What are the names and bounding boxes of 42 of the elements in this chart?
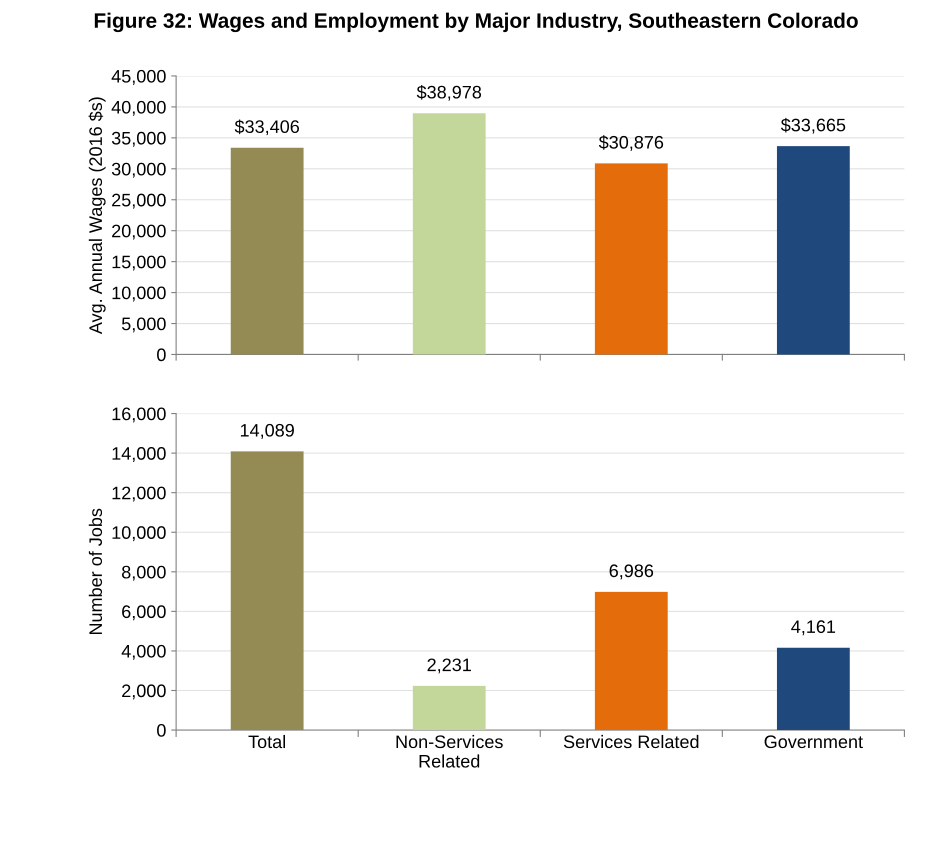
- y-axis-title: Avg. Annual Wages (2016 $s): [88, 97, 106, 334]
- bar: [412, 686, 486, 730]
- y-tick-label: 5,000: [122, 317, 166, 332]
- y-tick-label: 4,000: [122, 644, 166, 660]
- y-tick-label: 16,000: [112, 407, 166, 422]
- bar: [594, 592, 668, 730]
- bar: [230, 451, 304, 730]
- y-tick-label: 10,000: [112, 526, 166, 542]
- bar: [776, 146, 850, 354]
- data-label: 4,161: [791, 620, 836, 636]
- y-tick-label: 12,000: [112, 486, 166, 502]
- y-tick-label: 8,000: [122, 566, 166, 581]
- y-tick-label: 10,000: [112, 286, 166, 302]
- data-label: 2,231: [428, 658, 471, 674]
- data-label: $38,978: [416, 85, 482, 101]
- y-tick-label: 20,000: [112, 224, 166, 240]
- data-label: $33,665: [780, 118, 846, 134]
- y-tick-label: 15,000: [112, 256, 166, 270]
- y-tick-label: 25,000: [112, 194, 166, 209]
- y-tick-label: 0: [157, 348, 166, 362]
- chart-title: Figure 32: Wages and Employment by Major Industry, Southeastern Colorado: [94, 12, 858, 32]
- y-tick-label: 6,000: [122, 605, 166, 620]
- y-tick-label: 45,000: [112, 70, 166, 85]
- y-tick-label: 14,000: [112, 447, 166, 462]
- data-label: 6,986: [610, 564, 654, 580]
- y-tick-label: 35,000: [112, 132, 166, 147]
- y-tick-label: 0: [157, 724, 166, 737]
- y-tick-label: 2,000: [122, 684, 166, 700]
- x-tick-label: Services Related: [564, 734, 698, 748]
- data-label: $30,876: [598, 135, 664, 151]
- bar: [776, 648, 850, 730]
- bar: [594, 163, 668, 354]
- x-tick-label: Government: [764, 735, 863, 748]
- y-axis-title: Number of Jobs: [88, 508, 102, 634]
- y-tick-label: 30,000: [112, 162, 166, 178]
- y-tick-label: 40,000: [112, 100, 166, 116]
- x-tick-label: Non-Services Related: [396, 734, 503, 768]
- data-label: $33,406: [234, 119, 299, 136]
- bar: [412, 113, 486, 354]
- bar: [230, 148, 304, 354]
- x-tick-label: Total: [248, 734, 286, 748]
- data-label: 14,089: [240, 424, 294, 439]
